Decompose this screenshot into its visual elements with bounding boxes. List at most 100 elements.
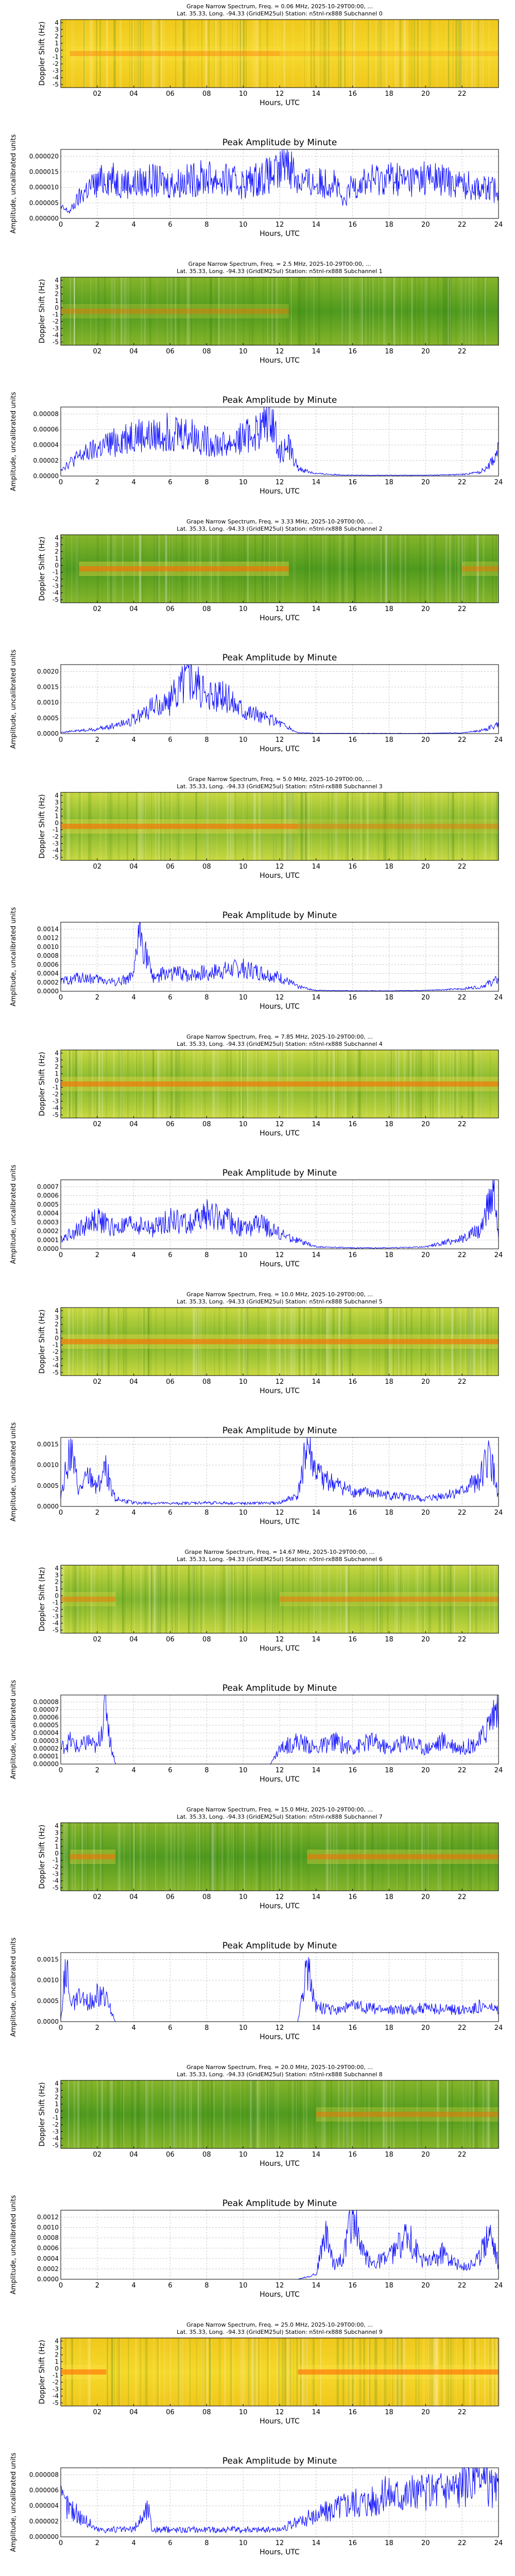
- heatmap-stripe: [475, 1565, 477, 1633]
- heatmap-stripe: [131, 2080, 132, 2148]
- x-tick-label: 20: [421, 2409, 430, 2416]
- x-tick-label: 04: [129, 2409, 138, 2416]
- chart-title: Peak Amplitude by Minute: [222, 395, 337, 405]
- heatmap-stripe: [247, 2338, 250, 2406]
- heatmap-stripe: [451, 2080, 453, 2148]
- heatmap-stripe: [78, 1565, 79, 1633]
- heatmap-stripe: [276, 2338, 279, 2406]
- y-tick-label: 0: [55, 1334, 59, 1342]
- x-tick-label: 18: [385, 1893, 393, 1901]
- x-tick-label: 04: [129, 1378, 138, 1386]
- heatmap-stripe: [270, 1565, 272, 1633]
- heatmap-stripe: [175, 1565, 177, 1633]
- y-axis-label: Doppler Shift (Hz): [38, 2082, 46, 2147]
- heatmap-stripe: [471, 20, 473, 88]
- heatmap-stripe: [267, 277, 268, 345]
- heatmap-stripe: [483, 792, 486, 860]
- x-tick-label: 20: [421, 221, 430, 229]
- heatmap-stripe: [372, 1565, 373, 1633]
- heatmap-stripe: [76, 535, 78, 603]
- heatmap-stripe: [277, 2080, 279, 2148]
- heatmap-stripe: [65, 1823, 67, 1891]
- heatmap-stripe: [428, 20, 430, 88]
- heatmap-stripe: [448, 792, 450, 860]
- heatmap-stripe: [411, 277, 412, 345]
- heatmap-stripe: [149, 277, 152, 345]
- heatmap-stripe: [396, 1565, 399, 1633]
- heatmap-stripe: [452, 792, 454, 860]
- heatmap-stripe: [437, 2080, 438, 2148]
- heatmap-stripe: [67, 1823, 69, 1891]
- y-tick-label: -2: [53, 2121, 59, 2128]
- heatmap-stripe: [283, 277, 284, 345]
- heatmap-stripe: [435, 792, 437, 860]
- y-tick-label: 0.0020: [37, 668, 59, 675]
- y-tick-label: 0.00006: [33, 1714, 59, 1721]
- heatmap-stripe: [460, 20, 461, 88]
- x-tick-label: 18: [385, 1509, 393, 1517]
- heatmap-stripe: [235, 277, 236, 345]
- x-tick-label: 6: [168, 2282, 172, 2290]
- heatmap-stripe: [215, 1823, 216, 1891]
- x-tick-label: 24: [494, 2539, 503, 2547]
- x-tick-label: 20: [421, 863, 430, 871]
- heatmap-stripe: [282, 1565, 283, 1633]
- heatmap-stripe: [225, 1823, 226, 1891]
- heatmap-stripe: [95, 277, 97, 345]
- y-tick-label: -5: [53, 1369, 59, 1376]
- heatmap-stripe: [256, 20, 259, 88]
- heatmap-stripe: [122, 1565, 123, 1633]
- heatmap-stripe: [215, 1823, 217, 1891]
- y-tick-label: 0.0012: [37, 2213, 59, 2221]
- plot-frame: [60, 2210, 499, 2280]
- x-axis-label: Hours, UTC: [260, 99, 300, 107]
- x-tick-label: 22: [458, 479, 467, 486]
- heatmap-stripe: [96, 20, 97, 88]
- y-tick-label: 0.000010: [29, 184, 59, 191]
- heatmap-stripe: [141, 1823, 142, 1891]
- heatmap-stripe: [183, 1823, 184, 1891]
- y-tick-label: -2: [53, 60, 59, 67]
- x-tick-label: 6: [168, 994, 172, 1002]
- heatmap-stripe: [113, 1565, 114, 1633]
- heatmap-stripe: [282, 1565, 284, 1633]
- heatmap-stripe: [258, 2338, 260, 2406]
- heatmap-stripe: [121, 277, 123, 345]
- x-tick-label: 02: [93, 1893, 102, 1901]
- heatmap-stripe: [371, 2080, 373, 2148]
- heatmap-stripe: [313, 2080, 316, 2148]
- heatmap-stripe: [86, 2080, 88, 2148]
- x-tick-label: 04: [129, 1121, 138, 1128]
- heatmap-stripe: [113, 2080, 115, 2148]
- heatmap-stripe: [304, 792, 306, 860]
- x-tick-label: 0: [59, 1767, 63, 1774]
- x-tick-label: 04: [129, 90, 138, 98]
- heatmap-stripe: [67, 1565, 70, 1633]
- heatmap-stripe: [296, 2338, 298, 2406]
- y-tick-label: -5: [53, 1884, 59, 1891]
- heatmap-stripe: [399, 20, 402, 88]
- heatmap-stripe: [300, 2080, 301, 2148]
- heatmap-stripe: [422, 1565, 424, 1633]
- heatmap-stripe: [196, 1823, 197, 1891]
- heatmap-stripe: [368, 2080, 370, 2148]
- series-line: [60, 922, 499, 992]
- y-tick-label: 3: [55, 799, 59, 806]
- signal-band: [298, 824, 499, 829]
- heatmap-stripe: [253, 2080, 255, 2148]
- heatmap-stripe: [252, 20, 254, 88]
- heatmap-stripe: [163, 20, 165, 88]
- heatmap-stripe: [377, 1565, 380, 1633]
- heatmap-stripe: [205, 20, 207, 88]
- heatmap-stripe: [226, 1565, 228, 1633]
- heatmap-stripe: [346, 535, 348, 603]
- heatmap-stripe: [254, 20, 256, 88]
- heatmap-stripe: [428, 1565, 431, 1633]
- heatmap-stripe: [448, 792, 450, 860]
- x-tick-label: 12: [276, 1121, 284, 1128]
- heatmap-stripe: [377, 792, 380, 860]
- heatmap-stripe: [74, 277, 76, 345]
- x-tick-label: 10: [239, 2282, 248, 2290]
- y-tick-label: 2: [55, 806, 59, 813]
- heatmap-stripe: [207, 2080, 209, 2148]
